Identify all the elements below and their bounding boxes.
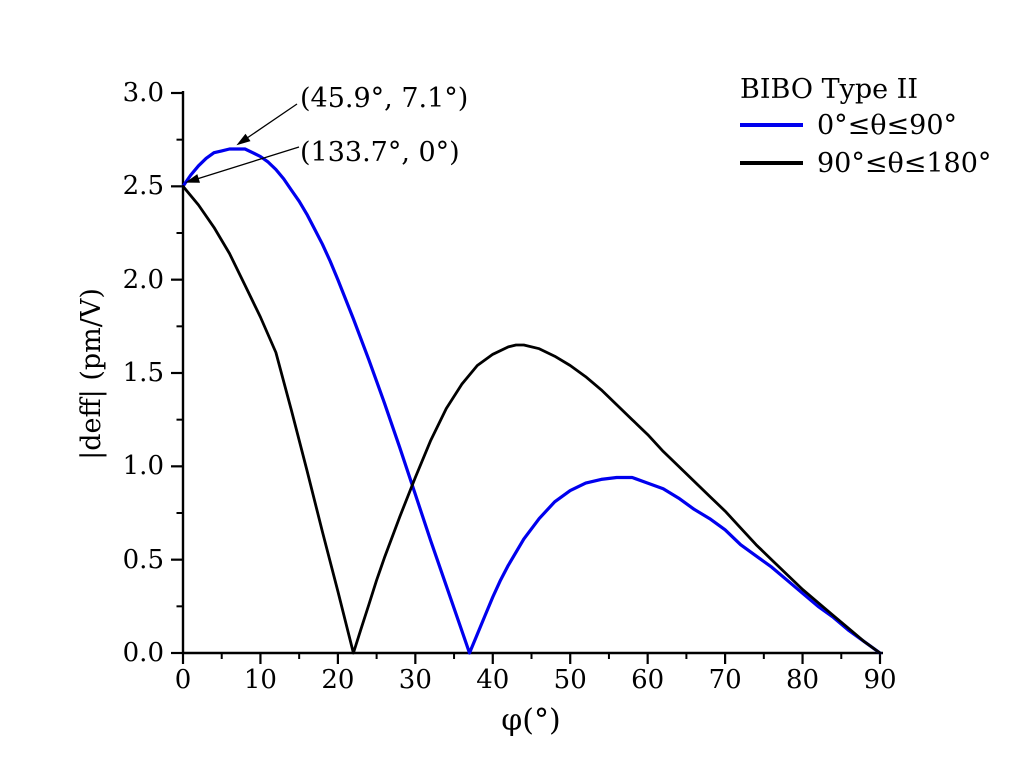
x-tick-label: 10: [243, 665, 277, 695]
y-tick-label: 1.5: [122, 358, 164, 388]
x-tick-label: 20: [321, 665, 355, 695]
x-tick-label: 40: [476, 665, 510, 695]
x-tick-label: 0: [174, 665, 192, 695]
annotation-arrow-line: [244, 103, 298, 141]
y-tick-label: 1.0: [122, 451, 164, 482]
x-tick-label: 60: [631, 665, 665, 695]
annotation-blue-peak: (45.9°, 7.1°): [300, 83, 469, 114]
legend-item-blue: 0°≤θ≤90°: [740, 106, 1010, 144]
annotation-phi-zero: (133.7°, 0°): [300, 137, 460, 168]
legend: BIBO Type II 0°≤θ≤90° 90°≤θ≤180°: [740, 74, 1010, 182]
legend-title: BIBO Type II: [740, 74, 919, 105]
x-tick-label: 80: [786, 665, 820, 695]
legend-label-blue: 0°≤θ≤90°: [817, 109, 958, 141]
blue-line-swatch: [740, 123, 803, 127]
curve-black: [181, 184, 882, 655]
x-tick-label: 90: [863, 665, 897, 695]
y-axis-title: |deff| (pm/V): [76, 288, 107, 460]
x-tick-label: 50: [553, 665, 587, 695]
x-tick-label: 30: [398, 665, 432, 695]
annotation-arrow-line: [194, 146, 300, 181]
x-axis-title: φ(°): [501, 703, 561, 738]
curve-blue: [181, 147, 882, 655]
y-tick-label: 0.0: [122, 638, 164, 668]
y-tick-label: 2.5: [122, 171, 164, 202]
legend-label-black: 90°≤θ≤180°: [817, 147, 992, 179]
annotation-arrowhead: [236, 133, 251, 146]
y-tick-label: 3.0: [122, 78, 164, 108]
annotation-arrowhead: [185, 174, 200, 183]
legend-item-black: 90°≤θ≤180°: [740, 144, 1010, 182]
x-tick-label: 70: [708, 665, 742, 695]
y-tick-label: 0.5: [122, 544, 164, 575]
black-line-swatch: [740, 161, 803, 165]
y-tick-label: 2.0: [122, 264, 164, 295]
